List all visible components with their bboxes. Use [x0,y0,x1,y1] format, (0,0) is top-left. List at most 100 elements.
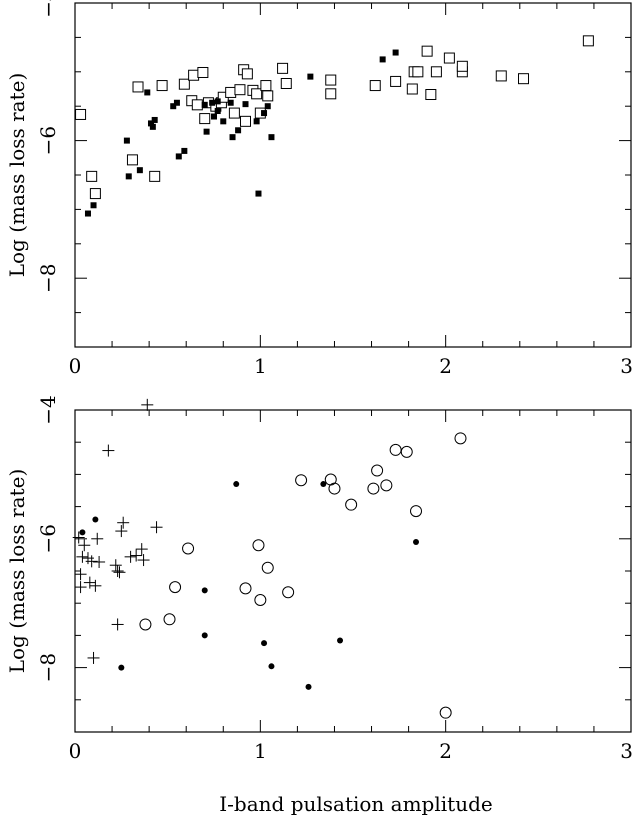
data-point-filled-square [84,210,91,217]
data-point-open-square [156,80,168,92]
data-point-plus [113,566,126,579]
data-point-open-square [149,170,161,182]
data-point-filled-square [214,108,221,115]
data-point-filled-square [144,89,151,96]
data-point-open-square [456,60,468,72]
data-point-filled-circle [118,664,125,671]
data-point-filled-square [307,73,314,80]
data-point-filled-square [253,118,260,125]
data-point-filled-square [235,127,242,134]
data-point-open-square [234,84,246,96]
data-point-filled-square [173,99,180,106]
data-point-open-circle [380,479,393,492]
y-tick-label: −6 [36,524,60,553]
data-point-plus [93,555,106,568]
data-point-plus [74,568,87,581]
data-point-open-circle [400,445,413,458]
data-point-open-square [228,107,240,119]
data-point-open-circle [345,498,358,511]
data-point-plus [117,516,130,529]
data-point-open-square [178,78,190,90]
data-point-open-square [443,52,455,64]
data-point-open-circle [239,582,252,595]
data-point-filled-square [170,103,177,110]
data-point-filled-square [90,202,97,209]
data-point-plus [102,444,115,457]
data-point-plus [111,565,124,577]
data-point-open-circle [367,482,380,495]
data-point-open-square [495,70,507,82]
data-point-plus [91,532,104,545]
data-point-plus [141,398,154,411]
data-point-open-square [241,68,253,80]
data-point-open-circle [328,482,341,495]
data-point-plus [78,539,91,552]
data-point-filled-square [203,128,210,135]
data-point-plus [137,554,150,567]
data-point-open-square [132,81,144,93]
y-tick-label: −4 [36,0,60,18]
data-point-plus [85,555,98,568]
data-point-open-circle [295,474,308,487]
data-point-filled-square [201,101,208,108]
data-point-filled-square [220,118,227,125]
top-panel: 0 1 2 3 −8 −6 −4 Log (mass loss rate) [5,0,633,378]
data-point-filled-circle [413,539,420,546]
data-point-filled-circle [92,516,99,523]
data-point-filled-square [136,167,143,174]
data-point-open-circle [410,505,423,518]
data-point-filled-circle [79,529,86,536]
data-point-filled-square [242,101,249,108]
data-point-plus [72,531,85,544]
data-point-filled-square [214,98,221,105]
data-point-plus [76,550,89,563]
data-point-open-square [390,75,402,87]
data-point-open-circle [254,593,267,606]
data-point-filled-circle [261,640,268,647]
data-point-filled-square [261,110,268,117]
data-point-open-square [325,88,337,100]
data-point-open-square [251,88,263,100]
data-point-open-circle [169,581,182,594]
data-point-open-square [126,154,138,166]
data-point-open-circle [261,561,274,574]
data-point-filled-square [209,99,216,106]
data-point-filled-square [379,56,386,63]
data-point-filled-square [227,99,234,106]
data-point-filled-circle [320,481,327,488]
plot-frame [74,409,632,733]
data-point-open-square [188,69,200,81]
data-point-open-square [518,73,530,85]
data-point-open-circle [282,586,295,599]
data-point-plus [83,576,96,589]
x-tick-label: 0 [69,354,82,378]
data-point-plus [115,525,128,538]
data-point-open-square [406,83,418,95]
data-point-filled-square [123,137,130,144]
data-point-filled-square [151,116,158,123]
data-point-open-circle [371,464,384,477]
data-point-plus [135,543,148,556]
y-tick-label: −4 [36,395,60,424]
data-point-open-circle [389,443,402,456]
data-point-plus [74,581,87,594]
data-point-open-square [199,113,211,125]
data-point-filled-circle [337,637,344,644]
x-tick-label: 1 [254,739,267,763]
data-point-open-square [75,108,87,120]
x-tick-label: 0 [69,739,82,763]
data-point-filled-square [255,190,262,197]
data-point-plus [124,550,137,563]
data-point-plus [150,521,163,534]
data-point-filled-square [268,134,275,141]
x-tick-label: 2 [439,354,452,378]
x-tick-label: 2 [439,739,452,763]
y-axis-label: Log (mass loss rate) [5,73,29,278]
data-point-open-square [89,188,101,200]
data-point-open-square [197,66,209,78]
data-point-filled-circle [233,481,240,488]
data-point-filled-square [147,120,154,127]
data-point-open-square [412,66,424,78]
data-point-open-circle [454,432,467,445]
data-point-open-square [280,77,292,89]
